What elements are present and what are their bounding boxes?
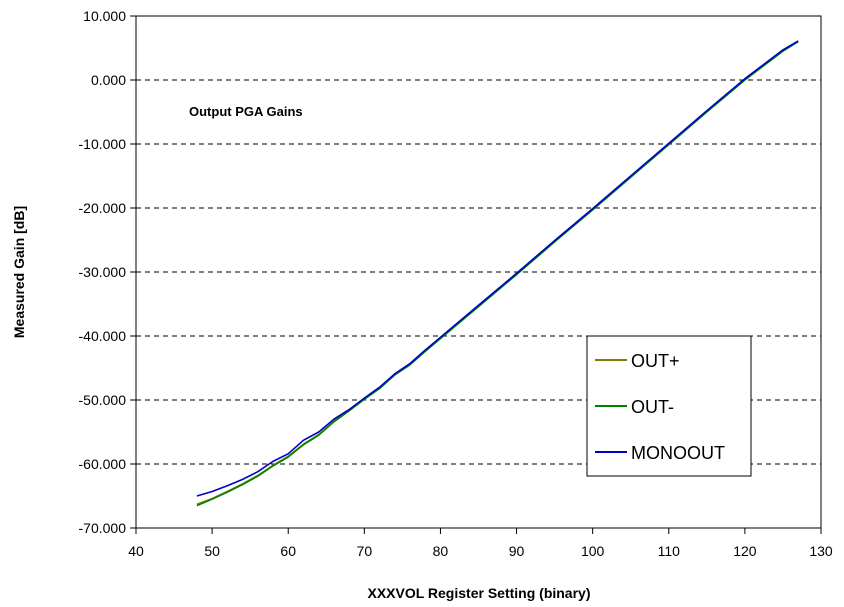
series-line-monoout [196,40,799,497]
x-tick-label: 130 [809,543,833,559]
series-lines [196,40,799,507]
axes [130,15,822,534]
y-tick-label: -10.000 [79,136,127,152]
x-tick-label: 90 [509,543,525,559]
y-tick-label: 0.000 [91,72,126,88]
chart-annotation: Output PGA Gains [189,104,303,119]
x-tick-label: 40 [128,543,144,559]
y-tick-label: -50.000 [79,392,127,408]
legend: OUT+ OUT- MONOOUT [586,335,752,477]
y-tick-label: 10.000 [83,8,126,24]
y-tick-label: -40.000 [79,328,127,344]
y-tick-label: -60.000 [79,456,127,472]
legend-label: OUT+ [631,351,680,371]
x-tick-label: 70 [357,543,373,559]
x-tick-label: 100 [581,543,605,559]
x-tick-label: 110 [658,543,681,559]
x-tick-label: 80 [433,543,449,559]
x-tick-label: 50 [204,543,220,559]
y-tick-label: -70.000 [79,520,127,536]
legend-label: MONOOUT [631,443,725,463]
x-tick-label: 60 [280,543,296,559]
y-axis-title: Measured Gain [dB] [11,206,27,338]
series-line-out [196,40,799,507]
y-tick-label: -20.000 [79,200,127,216]
x-axis-title: XXXVOL Register Setting (binary) [367,585,590,601]
legend-label: OUT- [631,397,674,417]
x-tick-label: 120 [733,543,757,559]
y-tick-labels: 10.000 0.000 -10.000 -20.000 -30.000 -40.000 -… [79,8,127,536]
x-tick-labels: 40 50 60 70 80 90 100 110 120 130 [128,543,833,559]
y-tick-label: -30.000 [79,264,127,280]
